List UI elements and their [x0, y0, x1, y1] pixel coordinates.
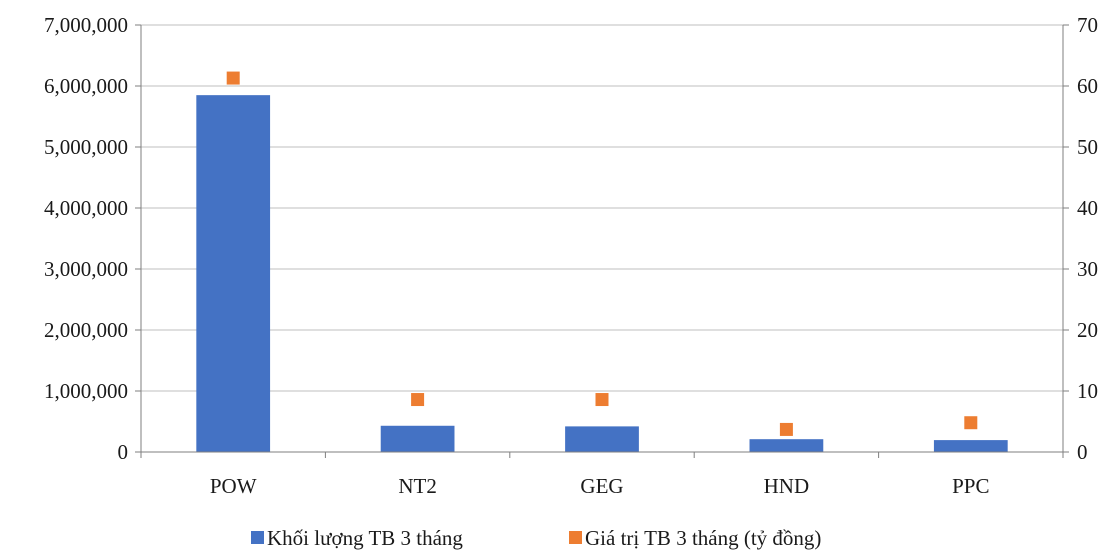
left-axis-tick-labels: 0 1,000,000 2,000,000 3,000,000 4,000,000 5,0…	[44, 13, 128, 464]
right-tick-label: 40	[1077, 196, 1098, 220]
legend-swatch	[251, 531, 264, 544]
category-label: POW	[210, 474, 257, 498]
legend-swatch	[569, 531, 582, 544]
bar-nt2	[380, 425, 455, 452]
right-tick-label: 20	[1077, 318, 1098, 342]
point-hnd	[779, 422, 793, 436]
category-label: GEG	[580, 474, 623, 498]
right-tick-label: 60	[1077, 74, 1098, 98]
left-tick-label: 6,000,000	[44, 74, 128, 98]
category-label: NT2	[398, 474, 437, 498]
gridlines	[141, 24, 1063, 392]
category-labels: POW NT2 GEG HND PPC	[210, 474, 990, 498]
right-tick-label: 0	[1077, 440, 1088, 464]
right-tick-label: 30	[1077, 257, 1098, 281]
bar-geg	[565, 426, 639, 452]
right-axis-tick-labels: 0 10 20 30 40 50 60 70	[1077, 13, 1098, 464]
point-ppc	[964, 416, 978, 430]
legend-label: Giá trị TB 3 tháng (tỷ đồng)	[585, 526, 821, 550]
point-pow	[226, 71, 240, 85]
left-tick-label: 2,000,000	[44, 318, 128, 342]
left-tick-label: 1,000,000	[44, 379, 128, 403]
point-series	[226, 71, 978, 436]
left-tick-label: 4,000,000	[44, 196, 128, 220]
left-tick-label: 3,000,000	[44, 257, 128, 281]
axes	[135, 24, 1069, 458]
category-label: HND	[764, 474, 810, 498]
left-tick-label: 7,000,000	[44, 13, 128, 37]
left-tick-label: 0	[118, 440, 129, 464]
bar-ppc	[933, 440, 1008, 452]
bar-hnd	[749, 439, 824, 452]
point-nt2	[411, 393, 425, 407]
legend-label: Khối lượng TB 3 tháng	[267, 526, 463, 550]
bar-pow	[196, 95, 271, 453]
legend: Khối lượng TB 3 tháng Giá trị TB 3 tháng …	[251, 526, 821, 550]
right-tick-label: 50	[1077, 135, 1098, 159]
right-tick-label: 70	[1077, 13, 1098, 37]
left-tick-label: 5,000,000	[44, 135, 128, 159]
right-tick-label: 10	[1077, 379, 1098, 403]
point-geg	[595, 393, 609, 407]
category-label: PPC	[952, 474, 989, 498]
bar-series	[196, 95, 1008, 453]
